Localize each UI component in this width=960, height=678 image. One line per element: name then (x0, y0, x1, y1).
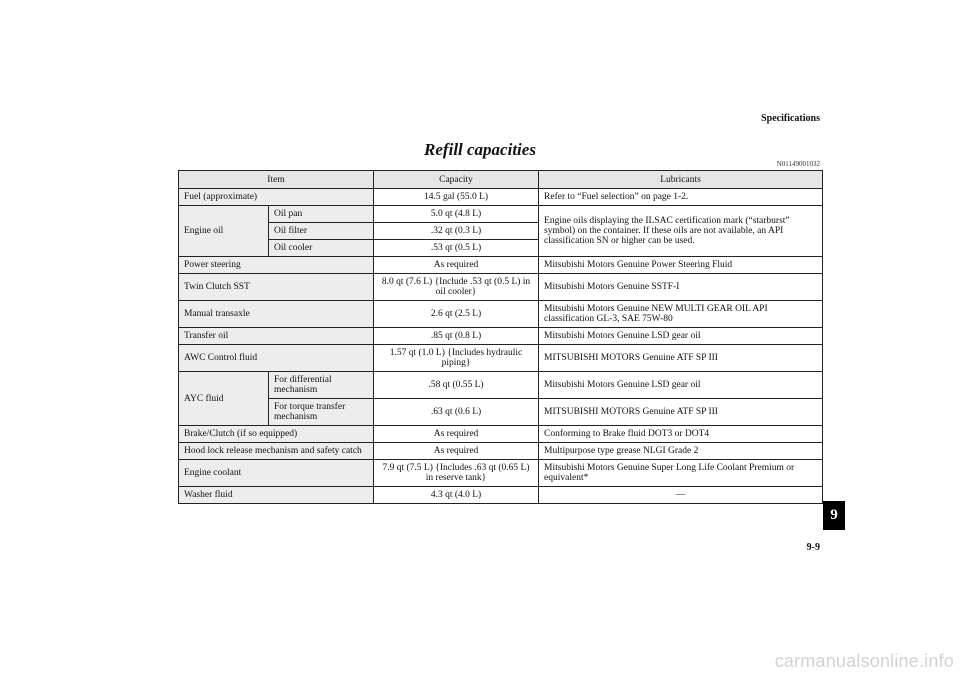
cell-subitem: For differential mechanism (269, 372, 374, 399)
cell-capacity: 7.9 qt (7.5 L) {Includes .63 qt (0.65 L)… (374, 460, 539, 487)
cell-item: Brake/Clutch (if so equipped) (179, 426, 374, 443)
cell-capacity: .32 qt (0.3 L) (374, 223, 539, 240)
cell-capacity: .63 qt (0.6 L) (374, 399, 539, 426)
cell-subitem: Oil cooler (269, 240, 374, 257)
cell-capacity: 1.57 qt (1.0 L) {Includes hydraulic pipi… (374, 345, 539, 372)
cell-item: Manual transaxle (179, 301, 374, 328)
cell-capacity: 2.6 qt (2.5 L) (374, 301, 539, 328)
table-row: Hood lock release mechanism and safety c… (179, 443, 823, 460)
table-row: For torque transfer mechanism .63 qt (0.… (179, 399, 823, 426)
table-row: Twin Clutch SST 8.0 qt (7.6 L) {Include … (179, 274, 823, 301)
cell-lubricant: Mitsubishi Motors Genuine LSD gear oil (539, 372, 823, 399)
cell-capacity: 8.0 qt (7.6 L) {Include .53 qt (0.5 L) i… (374, 274, 539, 301)
cell-item: Twin Clutch SST (179, 274, 374, 301)
col-item: Item (179, 171, 374, 189)
cell-capacity: 4.3 qt (4.0 L) (374, 487, 539, 504)
col-capacity: Capacity (374, 171, 539, 189)
cell-item: AYC fluid (179, 372, 269, 426)
table-header-row: Item Capacity Lubricants (179, 171, 823, 189)
cell-item: Hood lock release mechanism and safety c… (179, 443, 374, 460)
cell-capacity: As required (374, 426, 539, 443)
spec-table: Item Capacity Lubricants Fuel (approxima… (178, 170, 823, 504)
cell-lubricant: Mitsubishi Motors Genuine Power Steering… (539, 257, 823, 274)
cell-capacity: .53 qt (0.5 L) (374, 240, 539, 257)
cell-item: Engine oil (179, 206, 269, 257)
table-row: AWC Control fluid 1.57 qt (1.0 L) {Inclu… (179, 345, 823, 372)
cell-capacity: 14.5 gal (55.0 L) (374, 189, 539, 206)
cell-subitem: Oil filter (269, 223, 374, 240)
cell-lubricant: Conforming to Brake fluid DOT3 or DOT4 (539, 426, 823, 443)
cell-capacity: .58 qt (0.55 L) (374, 372, 539, 399)
table-row: AYC fluid For differential mechanism .58… (179, 372, 823, 399)
cell-item: Transfer oil (179, 328, 374, 345)
page-title: Refill capacities (0, 140, 960, 160)
doc-id: N01149001032 (777, 160, 820, 168)
table-row: Power steering As required Mitsubishi Mo… (179, 257, 823, 274)
watermark: carmanualsonline.info (775, 651, 954, 672)
cell-lubricant: Mitsubishi Motors Genuine LSD gear oil (539, 328, 823, 345)
cell-lubricant: MITSUBISHI MOTORS Genuine ATF SP III (539, 345, 823, 372)
cell-lubricant: Multipurpose type grease NLGI Grade 2 (539, 443, 823, 460)
cell-capacity: .85 qt (0.8 L) (374, 328, 539, 345)
refill-capacities-table: Item Capacity Lubricants Fuel (approxima… (178, 170, 822, 504)
cell-subitem: For torque transfer mechanism (269, 399, 374, 426)
cell-lubricant: Refer to “Fuel selection” on page 1-2. (539, 189, 823, 206)
cell-item: Washer fluid (179, 487, 374, 504)
cell-lubricant: MITSUBISHI MOTORS Genuine ATF SP III (539, 399, 823, 426)
cell-item: Fuel (approximate) (179, 189, 374, 206)
cell-lubricant: Engine oils displaying the ILSAC certifi… (539, 206, 823, 257)
table-row: Fuel (approximate) 14.5 gal (55.0 L) Ref… (179, 189, 823, 206)
cell-capacity: As required (374, 257, 539, 274)
cell-capacity: 5.0 qt (4.8 L) (374, 206, 539, 223)
chapter-tab: 9 (823, 501, 845, 530)
col-lubricants: Lubricants (539, 171, 823, 189)
page: Specifications Refill capacities N011490… (0, 0, 960, 678)
section-header: Specifications (761, 113, 820, 124)
table-row: Engine oil Oil pan 5.0 qt (4.8 L) Engine… (179, 206, 823, 223)
table-row: Transfer oil .85 qt (0.8 L) Mitsubishi M… (179, 328, 823, 345)
table-row: Washer fluid 4.3 qt (4.0 L) — (179, 487, 823, 504)
cell-lubricant: — (539, 487, 823, 504)
cell-lubricant: Mitsubishi Motors Genuine SSTF-I (539, 274, 823, 301)
page-number: 9-9 (807, 542, 820, 553)
table-row: Brake/Clutch (if so equipped) As require… (179, 426, 823, 443)
cell-item: Power steering (179, 257, 374, 274)
cell-lubricant: Mitsubishi Motors Genuine Super Long Lif… (539, 460, 823, 487)
table-row: Engine coolant 7.9 qt (7.5 L) {Includes … (179, 460, 823, 487)
table-row: Manual transaxle 2.6 qt (2.5 L) Mitsubis… (179, 301, 823, 328)
cell-item: AWC Control fluid (179, 345, 374, 372)
cell-capacity: As required (374, 443, 539, 460)
cell-item: Engine coolant (179, 460, 374, 487)
cell-subitem: Oil pan (269, 206, 374, 223)
cell-lubricant: Mitsubishi Motors Genuine NEW MULTI GEAR… (539, 301, 823, 328)
